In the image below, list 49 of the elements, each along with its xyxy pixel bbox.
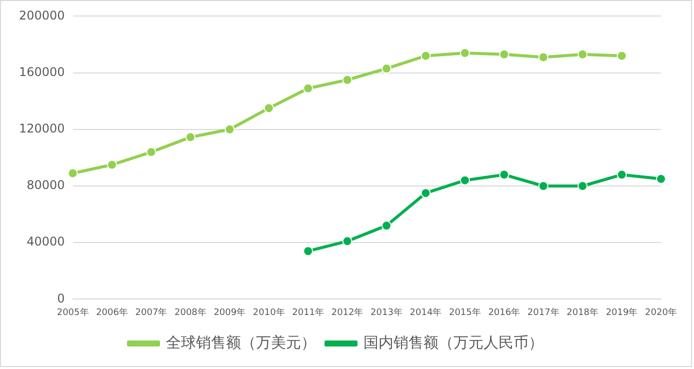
y-tick-label: 0 bbox=[57, 291, 65, 306]
point bbox=[460, 48, 470, 58]
point bbox=[460, 175, 470, 186]
x-tick-label: 2009年 bbox=[214, 306, 246, 318]
legend-label: 全球销售额（万美元） bbox=[166, 333, 316, 352]
x-tick-label: 2018年 bbox=[566, 306, 599, 318]
legend-label: 国内销售额（万元人民币） bbox=[364, 333, 544, 352]
x-tick-label: 2006年 bbox=[96, 306, 128, 318]
x-tick-label: 2010年 bbox=[252, 306, 285, 318]
x-tick-label: 2013年 bbox=[370, 306, 402, 318]
point bbox=[578, 181, 588, 191]
point bbox=[578, 49, 588, 60]
y-tick-label: 200000 bbox=[18, 8, 65, 22]
x-tick-label: 2011年 bbox=[292, 306, 324, 318]
point bbox=[382, 220, 392, 231]
point bbox=[538, 181, 548, 191]
x-tick-label: 2014年 bbox=[410, 306, 442, 318]
point bbox=[538, 52, 548, 62]
point bbox=[342, 74, 352, 85]
x-tick-label: 2019年 bbox=[606, 306, 638, 318]
point bbox=[420, 50, 431, 61]
y-tick-label: 40000 bbox=[26, 234, 65, 249]
point bbox=[224, 124, 235, 134]
x-tick-label: 2012年 bbox=[331, 306, 364, 318]
point bbox=[656, 174, 666, 184]
x-tick-label: 2007年 bbox=[135, 306, 168, 318]
point bbox=[303, 83, 314, 94]
y-tick-label: 80000 bbox=[26, 178, 65, 192]
x-tick-label: 2017年 bbox=[527, 306, 560, 318]
x-tick-label: 2005年 bbox=[56, 306, 89, 318]
point bbox=[68, 168, 78, 178]
point bbox=[342, 236, 352, 246]
x-tick-label: 2008年 bbox=[174, 306, 206, 318]
point bbox=[499, 49, 510, 60]
x-tick-label: 2016年 bbox=[488, 306, 520, 318]
point bbox=[303, 246, 314, 256]
point bbox=[146, 147, 156, 158]
point bbox=[264, 103, 274, 114]
point bbox=[185, 132, 196, 142]
x-tick-label: 2020年 bbox=[645, 306, 677, 318]
x-tick-label: 2015年 bbox=[448, 306, 481, 318]
point bbox=[107, 160, 118, 170]
point bbox=[499, 170, 510, 180]
point bbox=[616, 50, 627, 61]
y-tick-label: 160000 bbox=[18, 64, 65, 79]
point bbox=[382, 64, 392, 74]
y-tick-label: 120000 bbox=[18, 122, 65, 136]
point bbox=[420, 188, 431, 198]
point bbox=[616, 170, 627, 180]
